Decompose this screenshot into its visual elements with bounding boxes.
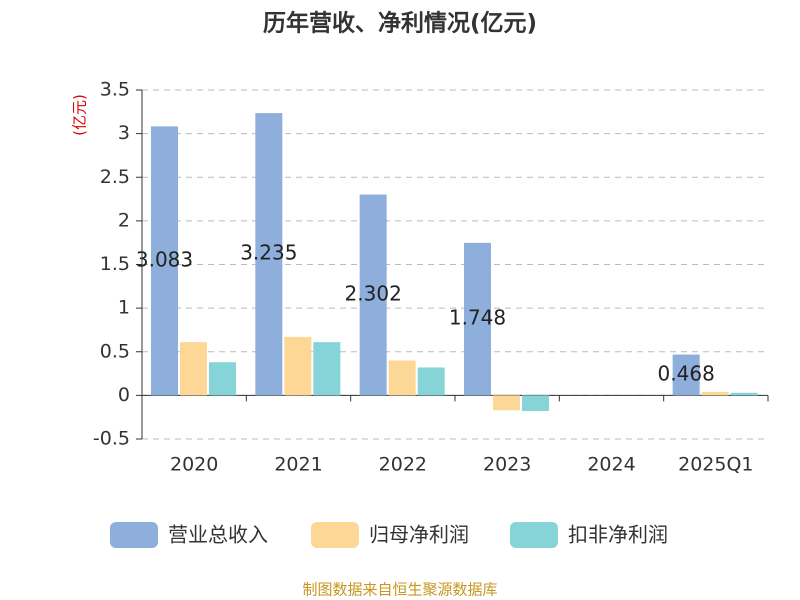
x-tick-label: 2022: [379, 454, 427, 476]
y-tick-label: -0.5: [93, 428, 130, 450]
bar: [730, 392, 758, 396]
legend-label: 扣非净利润: [568, 523, 668, 547]
y-tick-label: 0: [118, 384, 130, 406]
chart-title: 历年营收、净利情况(亿元): [263, 10, 537, 37]
bar: [255, 113, 283, 396]
y-tick-label: 1: [118, 297, 130, 319]
x-tick-label: 2025Q1: [678, 454, 753, 476]
x-tick-label: 2024: [587, 454, 635, 476]
bar: [359, 194, 387, 396]
legend-swatch: [510, 522, 558, 548]
y-tick-label: 0.5: [100, 340, 130, 362]
value-label: 0.468: [658, 361, 715, 385]
y-axis-label: (亿元): [71, 94, 89, 136]
y-tick-label: 3.5: [100, 79, 130, 101]
legend-label: 营业总收入: [168, 523, 268, 547]
legend-swatch: [110, 522, 158, 548]
y-tick-label: 1.5: [100, 253, 130, 275]
y-tick-label: 2: [118, 209, 130, 231]
x-tick-label: 2023: [483, 454, 531, 476]
bar: [701, 391, 729, 396]
source-note: 制图数据来自恒生聚源数据库: [302, 581, 497, 599]
x-tick-label: 2020: [170, 454, 218, 476]
y-tick-label: 3: [118, 122, 130, 144]
legend-label: 归母净利润: [369, 523, 469, 547]
bar: [151, 126, 178, 396]
legend-swatch: [311, 522, 359, 548]
bar: [209, 362, 236, 396]
bar: [417, 367, 445, 396]
bar: [493, 395, 520, 411]
bar: [522, 395, 549, 412]
x-tick-label: 2021: [274, 454, 322, 476]
bar: [180, 342, 207, 396]
bar: [672, 354, 700, 396]
bar: [388, 360, 416, 396]
value-label: 3.083: [136, 247, 193, 271]
value-label: 2.302: [345, 281, 402, 305]
y-tick-label: 2.5: [100, 166, 130, 188]
value-label: 3.235: [240, 241, 297, 265]
bar: [284, 336, 312, 396]
bar: [464, 242, 491, 396]
value-label: 1.748: [449, 306, 506, 330]
bar: [313, 342, 341, 396]
